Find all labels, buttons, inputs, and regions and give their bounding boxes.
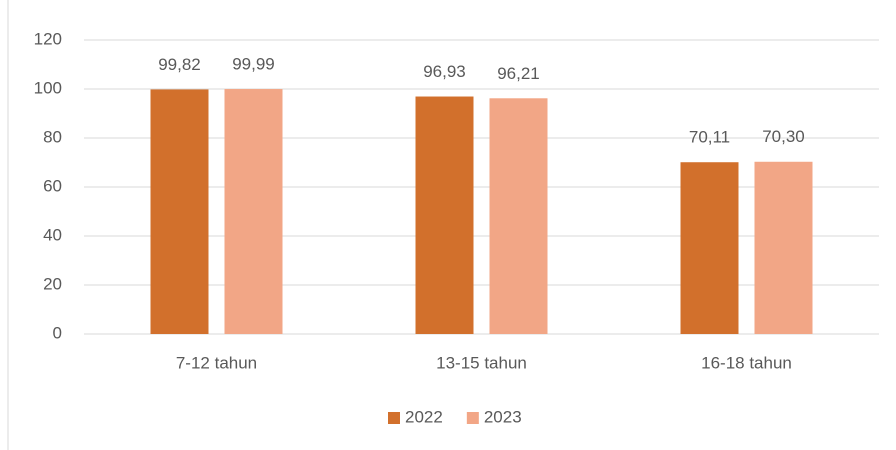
- data-label: 70,30: [762, 127, 805, 146]
- legend-swatch: [466, 412, 479, 424]
- y-tick-label: 40: [43, 225, 62, 244]
- data-label: 99,82: [158, 55, 201, 74]
- data-label: 96,21: [497, 64, 540, 83]
- legend-label: 2023: [484, 407, 522, 426]
- x-tick-label: 13-15 tahun: [436, 353, 527, 372]
- data-label: 96,93: [423, 62, 466, 81]
- bar: [489, 98, 548, 335]
- x-tick-label: 16-18 tahun: [701, 353, 792, 372]
- data-label: 70,11: [689, 128, 730, 147]
- x-tick-label: 7-12 tahun: [176, 353, 257, 372]
- chart-border: [7, 0, 9, 450]
- y-tick-label: 100: [34, 78, 62, 97]
- legend-label: 2022: [405, 407, 443, 426]
- bar: [150, 89, 209, 334]
- y-tick-label: 120: [34, 29, 62, 48]
- bar: [680, 162, 739, 334]
- data-label: 99,99: [232, 55, 275, 74]
- y-tick-label: 60: [43, 176, 62, 195]
- y-tick-label: 20: [43, 274, 62, 293]
- y-tick-label: 80: [43, 127, 62, 146]
- legend-swatch: [388, 412, 400, 424]
- y-tick-label: 0: [53, 323, 62, 342]
- bar: [415, 96, 474, 334]
- bar: [754, 161, 813, 334]
- bar: [224, 89, 283, 334]
